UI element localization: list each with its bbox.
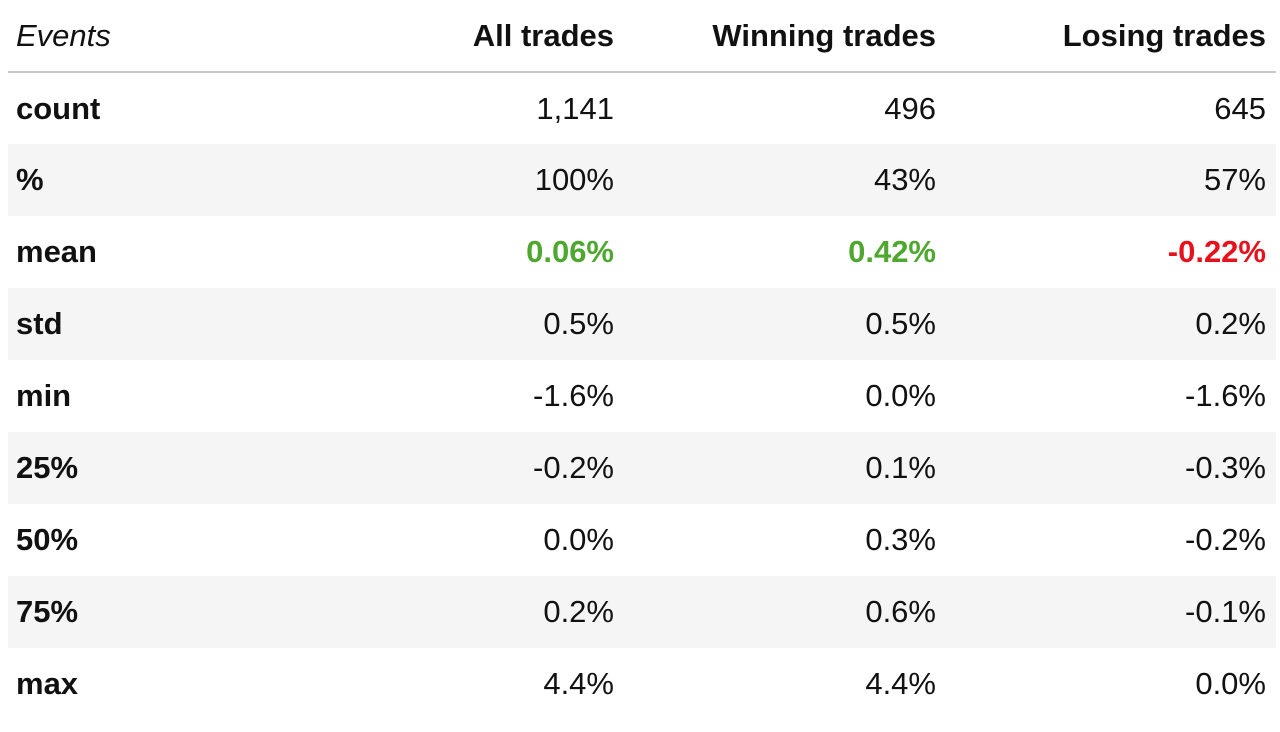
row-label: 75% (8, 576, 288, 648)
table-row: max 4.4% 4.4% 0.0% (8, 648, 1276, 720)
row-label: max (16, 666, 79, 701)
table-body: count 1,141 496 645% 100% 43% 57% mean 0.06% 0.42… (8, 72, 1276, 720)
cell-all-trades: -0.2% (288, 432, 624, 504)
cell-all-trades: 1,141 (536, 90, 614, 126)
header-row: Events All trades Winning trades Losing … (8, 0, 1276, 73)
cell-winning-trades: 496 (884, 90, 936, 126)
table-row: mean 0.06% 0.42% -0.22% (8, 216, 1276, 288)
row-label: % (8, 144, 288, 216)
cell-all-trades: -1.6% (533, 378, 614, 413)
table-row: 50% 0.0% 0.3% -0.2% (8, 504, 1276, 576)
row-label: 25% (8, 432, 288, 504)
cell-all-trades: 0.06% (526, 234, 614, 269)
trade-stats-table: Events All trades Winning trades Losing … (8, 0, 1276, 720)
table-row: 75% 0.2% 0.6% -0.1% (8, 576, 1276, 648)
table-row: count 1,141 496 645 (8, 72, 1276, 144)
row-label: min (16, 378, 72, 413)
cell-all-trades: 0.2% (288, 576, 624, 648)
cell-winning-trades: 0.5% (624, 288, 946, 360)
cell-losing-trades: 645 (1214, 90, 1266, 126)
cell-losing-trades: -0.3% (946, 432, 1276, 504)
row-label: std (8, 288, 288, 360)
cell-winning-trades: 0.3% (865, 522, 936, 557)
cell-losing-trades: 0.0% (1195, 666, 1266, 701)
cell-winning-trades: 0.6% (624, 576, 946, 648)
table-row: std 0.5% 0.5% 0.2% (8, 288, 1276, 360)
cell-winning-trades: 43% (624, 144, 946, 216)
header-all-trades: All trades (288, 0, 624, 73)
cell-losing-trades: 57% (946, 144, 1276, 216)
cell-winning-trades: 0.0% (865, 378, 936, 413)
table-row: min -1.6% 0.0% -1.6% (8, 360, 1276, 432)
cell-winning-trades: 0.42% (848, 234, 936, 269)
cell-losing-trades: -0.1% (946, 576, 1276, 648)
cell-winning-trades: 4.4% (865, 666, 936, 701)
cell-losing-trades: -1.6% (1185, 378, 1266, 413)
cell-losing-trades: -0.2% (1185, 522, 1266, 557)
table-header: Events All trades Winning trades Losing … (8, 0, 1276, 73)
cell-all-trades: 4.4% (543, 666, 614, 701)
cell-winning-trades: 0.1% (624, 432, 946, 504)
header-winning-trades: Winning trades (624, 0, 946, 73)
cell-all-trades: 100% (288, 144, 624, 216)
table-row: % 100% 43% 57% (8, 144, 1276, 216)
header-events: Events (8, 0, 288, 73)
row-label: count (16, 90, 101, 126)
cell-losing-trades: -0.22% (1167, 234, 1266, 269)
cell-losing-trades: 0.2% (946, 288, 1276, 360)
header-losing-trades: Losing trades (946, 0, 1276, 73)
cell-all-trades: 0.0% (543, 522, 614, 557)
stats-table-container: Events All trades Winning trades Losing … (8, 0, 1276, 720)
row-label: 50% (16, 522, 79, 557)
table-row: 25% -0.2% 0.1% -0.3% (8, 432, 1276, 504)
row-label: mean (16, 234, 97, 269)
cell-all-trades: 0.5% (288, 288, 624, 360)
